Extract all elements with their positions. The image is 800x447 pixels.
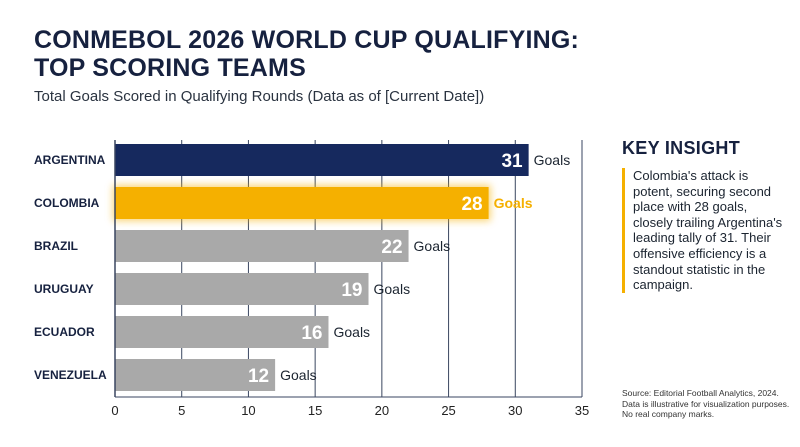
disclaimer-line: Data is illustrative for visualization p… [622,398,790,409]
value-label: 16 [301,323,322,344]
bar-venezuela [115,359,276,391]
category-label: ECUADOR [34,325,95,339]
category-label: ARGENTINA [34,153,106,167]
unit-label: Goals [414,238,451,254]
unit-label: Goals [494,195,533,211]
bar-uruguay [115,273,369,305]
x-tick-label: 30 [508,403,522,418]
x-axis: 0 5 10 15 20 25 30 35 [111,140,589,418]
x-tick-label: 35 [575,403,589,418]
x-tick-label: 25 [441,403,455,418]
gridlines [181,140,583,397]
chart-subtitle: Total Goals Scored in Qualifying Rounds … [34,88,485,105]
unit-label: Goals [333,324,370,340]
value-label: 19 [341,280,362,301]
x-tick-label: 10 [241,403,255,418]
category-label: VENEZUELA [34,368,107,382]
insight-title: KEY INSIGHT [622,138,740,158]
chart-title: CONMEBOL 2026 WORLD CUP QUALIFYING: TOP … [34,26,580,82]
bar-ecuador [115,316,329,348]
value-label: 31 [501,151,523,172]
category-label: COLOMBIA [34,196,100,210]
category-label: URUGUAY [34,282,94,296]
marks-line: No real company marks. [622,409,715,419]
unit-label: Goals [534,152,571,168]
insight-text: Colombia's attack is potent, securing se… [622,168,783,293]
source-note: Source: Editorial Football Analytics, 20… [622,388,792,420]
bar-colombia [115,187,489,219]
source-line: Source: Editorial Football Analytics, 20… [622,388,779,398]
unit-label: Goals [280,367,317,383]
x-tick-label: 5 [178,403,185,418]
value-label: 22 [381,237,402,258]
x-tick-label: 20 [375,403,389,418]
bar-argentina [115,144,529,176]
unit-label: Goals [374,281,411,297]
value-label: 12 [248,366,269,387]
value-label: 28 [461,194,482,215]
bars [113,144,529,391]
labels: ARGENTINA 31 Goals COLOMBIA 28 Goals BRAZIL 22 G… [34,151,570,387]
x-tick-label: 0 [111,403,118,418]
x-tick-label: 15 [308,403,322,418]
bar-brazil [115,230,409,262]
category-label: BRAZIL [34,239,78,253]
